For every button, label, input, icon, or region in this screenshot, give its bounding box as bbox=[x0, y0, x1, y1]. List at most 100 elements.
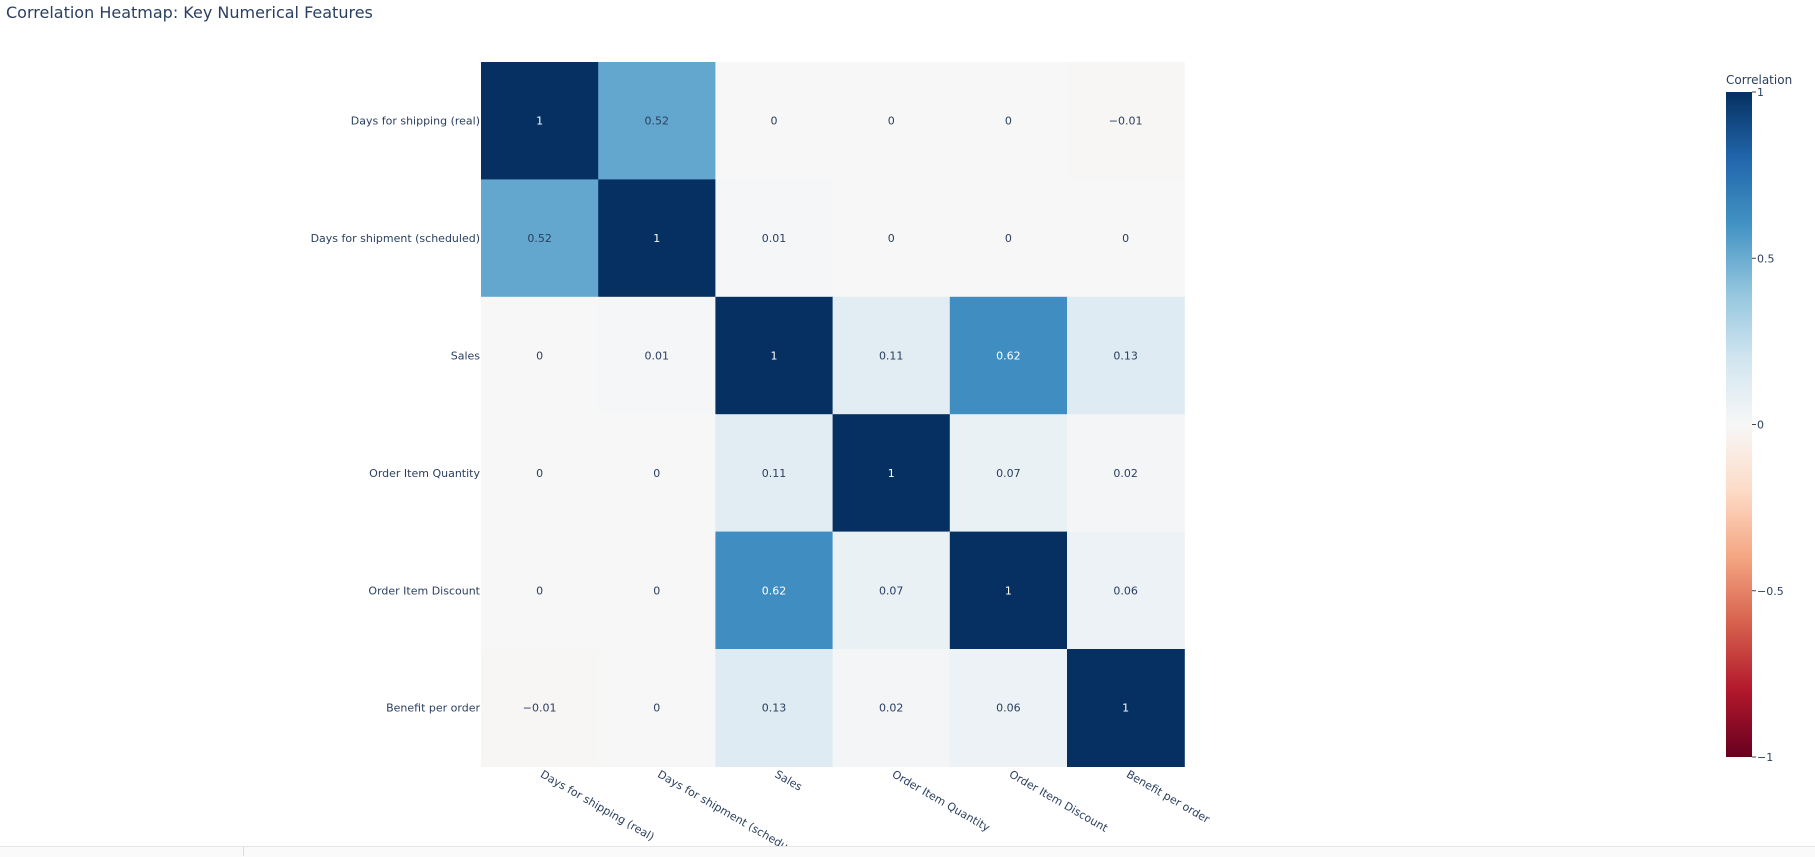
heatmap-cell bbox=[949, 414, 1068, 533]
x-tick-label: Sales bbox=[773, 768, 805, 794]
cell-value-label: 0.62 bbox=[762, 584, 787, 597]
heatmap-cell bbox=[715, 414, 834, 533]
heatmap-cell bbox=[481, 414, 599, 533]
y-tick-label: Order Item Discount bbox=[368, 584, 480, 597]
x-tick-label: Days for shipment (schedu bbox=[655, 768, 790, 853]
heatmap-cell bbox=[1067, 296, 1185, 415]
cell-value-label: 0.52 bbox=[527, 232, 552, 245]
heatmap-cell bbox=[832, 62, 951, 180]
colorbar-tick-label: −1 bbox=[1757, 751, 1773, 764]
cell-value-label: 1 bbox=[1122, 702, 1129, 715]
x-tick-label: Order Item Discount bbox=[1007, 768, 1111, 835]
cell-value-label: 0.52 bbox=[645, 115, 670, 128]
cell-value-label: −0.01 bbox=[1109, 115, 1143, 128]
cell-value-label: 0.02 bbox=[1113, 467, 1138, 480]
cell-value-label: 0.13 bbox=[1113, 350, 1138, 363]
heatmap-cell bbox=[832, 531, 951, 650]
cell-value-label: 0 bbox=[536, 584, 543, 597]
colorbar-gradient bbox=[1726, 92, 1752, 757]
cell-value-label: 0 bbox=[888, 115, 895, 128]
heatmap-cell bbox=[1067, 649, 1185, 767]
bottom-divider bbox=[243, 846, 244, 856]
y-tick-label: Benefit per order bbox=[386, 702, 480, 715]
cell-value-label: 0.62 bbox=[996, 350, 1021, 363]
cell-value-label: 0.01 bbox=[762, 232, 787, 245]
cell-value-label: 0 bbox=[1122, 232, 1129, 245]
cell-value-label: 0 bbox=[536, 350, 543, 363]
heatmap-cell bbox=[598, 296, 716, 415]
heatmap-cell bbox=[949, 62, 1068, 180]
y-tick-label: Sales bbox=[451, 350, 481, 363]
chart-title: Correlation Heatmap: Key Numerical Featu… bbox=[6, 3, 373, 22]
heatmap-cell bbox=[598, 62, 716, 180]
heatmap-cell bbox=[598, 179, 716, 298]
cell-value-label: 1 bbox=[536, 115, 543, 128]
x-tick-label: Days for shipping (real) bbox=[538, 768, 656, 844]
cell-value-label: 0.01 bbox=[645, 350, 670, 363]
heatmap-cell bbox=[481, 296, 599, 415]
cell-value-label: 0 bbox=[653, 584, 660, 597]
cell-value-label: 1 bbox=[771, 350, 778, 363]
heatmap-cell bbox=[832, 296, 951, 415]
colorbar-title: Correlation bbox=[1726, 73, 1792, 87]
heatmap-cell bbox=[1067, 62, 1185, 180]
colorbar-tick-label: 0.5 bbox=[1757, 252, 1775, 265]
cell-value-label: 0.07 bbox=[996, 467, 1021, 480]
heatmap-cell bbox=[1067, 179, 1185, 298]
heatmap-cell-labels: 1 0.52 0 0 0 −0.01 0.52 1 0.01 0 0 0 0 0.01 1 0.11 0.62 0… bbox=[523, 115, 1143, 715]
cell-value-label: 1 bbox=[888, 467, 895, 480]
heatmap-cell bbox=[832, 414, 951, 533]
heatmap-cell bbox=[481, 179, 599, 298]
cell-value-label: 0 bbox=[1005, 232, 1012, 245]
heatmap-cell bbox=[949, 296, 1068, 415]
cell-value-label: 0.07 bbox=[879, 584, 904, 597]
heatmap-cell bbox=[715, 649, 834, 767]
y-tick-label: Order Item Quantity bbox=[369, 467, 480, 480]
heatmap-cells bbox=[481, 62, 1185, 767]
colorbar-tick-label: 0 bbox=[1757, 419, 1764, 432]
heatmap-cell bbox=[598, 414, 716, 533]
cell-value-label: 0.06 bbox=[996, 702, 1021, 715]
heatmap-cell bbox=[715, 62, 834, 180]
cell-value-label: 0.13 bbox=[762, 702, 787, 715]
cell-value-label: 0 bbox=[653, 467, 660, 480]
x-axis-ticks: Days for shipping (real)Days for shipmen… bbox=[538, 768, 1212, 853]
heatmap-cell bbox=[949, 531, 1068, 650]
x-tick-label: Order Item Quantity bbox=[890, 768, 993, 835]
y-axis-ticks: Days for shipping (real) Days for shipmen… bbox=[311, 115, 481, 715]
cell-value-label: 0.11 bbox=[879, 350, 904, 363]
cell-value-label: 0 bbox=[888, 232, 895, 245]
y-tick-label: Days for shipping (real) bbox=[351, 115, 480, 128]
heatmap-cell bbox=[715, 531, 834, 650]
heatmap-cell bbox=[598, 649, 716, 767]
colorbar-tick-label: −0.5 bbox=[1757, 585, 1784, 598]
y-tick-label: Days for shipment (scheduled) bbox=[311, 232, 480, 245]
heatmap-cell bbox=[1067, 414, 1185, 533]
cell-value-label: 0 bbox=[653, 702, 660, 715]
cell-value-label: 0.02 bbox=[879, 702, 904, 715]
cell-value-label: 1 bbox=[1005, 584, 1012, 597]
cell-value-label: 0 bbox=[771, 115, 778, 128]
heatmap-cell bbox=[949, 649, 1068, 767]
heatmap-cell bbox=[949, 179, 1068, 298]
cell-value-label: 0.06 bbox=[1113, 584, 1138, 597]
colorbar-tick-label: 1 bbox=[1757, 86, 1764, 99]
cell-value-label: 0 bbox=[536, 467, 543, 480]
x-tick-label: Benefit per order bbox=[1124, 768, 1212, 826]
cell-value-label: 1 bbox=[653, 232, 660, 245]
heatmap-cell bbox=[832, 649, 951, 767]
heatmap-cell bbox=[1067, 531, 1185, 650]
heatmap-cell bbox=[481, 649, 599, 767]
cell-value-label: 0.11 bbox=[762, 467, 787, 480]
colorbar: Correlation 1 0.5 0 −0.5 −1 bbox=[1726, 73, 1792, 764]
bottom-scroll-area bbox=[0, 846, 1815, 857]
heatmap-cell bbox=[715, 296, 834, 415]
cell-value-label: 0 bbox=[1005, 115, 1012, 128]
heatmap-cell bbox=[481, 531, 599, 650]
heatmap-cell bbox=[715, 179, 834, 298]
heatmap-cell bbox=[832, 179, 951, 298]
heatmap-cell bbox=[481, 62, 599, 180]
cell-value-label: −0.01 bbox=[523, 702, 557, 715]
heatmap-cell bbox=[598, 531, 716, 650]
